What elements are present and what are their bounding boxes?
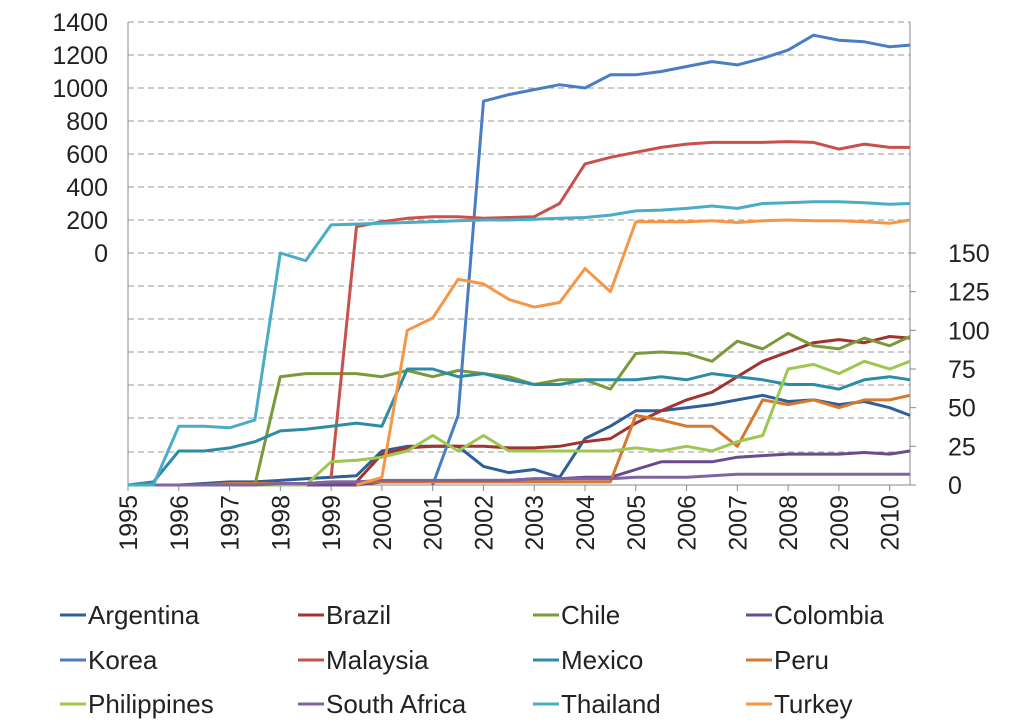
y2-tick-label: 150 xyxy=(948,240,990,268)
legend-label: Malaysia xyxy=(326,645,429,675)
y-tick-label: 200 xyxy=(66,207,108,235)
y-tick-label: 1000 xyxy=(52,75,108,103)
series-line xyxy=(128,335,911,487)
x-tick-label: 2004 xyxy=(572,495,600,551)
x-tick-label: 2006 xyxy=(674,495,702,551)
legend-label: Turkey xyxy=(774,689,853,719)
x-tick-label: 2009 xyxy=(826,495,854,551)
y-tick-label: 400 xyxy=(66,174,108,202)
legend-label: Philippines xyxy=(88,689,214,719)
series-line xyxy=(128,472,910,487)
x-tick-label: 2007 xyxy=(724,495,752,551)
y2-tick-label: 50 xyxy=(948,395,976,423)
legend-label: Thailand xyxy=(561,689,661,719)
y-tick-label: 1200 xyxy=(52,42,108,70)
legend-label: Korea xyxy=(88,645,158,675)
x-tick-label: 1998 xyxy=(267,495,295,551)
series-line xyxy=(329,140,910,478)
series-line xyxy=(356,218,911,487)
legend-label: Colombia xyxy=(774,600,884,630)
y-tick-label: 0 xyxy=(94,240,108,268)
x-tick-label: 1999 xyxy=(318,495,346,551)
x-tick-label: 2002 xyxy=(470,495,498,551)
legend-label: Argentina xyxy=(88,600,200,630)
y-tick-label: 1400 xyxy=(52,9,108,37)
y2-tick-label: 25 xyxy=(948,433,976,461)
y-tick-label: 800 xyxy=(66,108,108,136)
x-tick-label: 2005 xyxy=(623,495,651,551)
x-tick-label: 2000 xyxy=(369,495,397,551)
x-tick-label: 1997 xyxy=(217,495,245,551)
legend-label: Brazil xyxy=(326,600,391,630)
x-tick-label: 1996 xyxy=(166,495,194,551)
x-tick-label: 2010 xyxy=(877,495,905,551)
legend-label: Chile xyxy=(561,600,620,630)
y2-tick-label: 100 xyxy=(948,317,990,345)
x-tick-label: 2001 xyxy=(420,495,448,551)
y2-tick-label: 125 xyxy=(948,279,990,307)
x-tick-label: 2008 xyxy=(775,495,803,551)
y-tick-label: 600 xyxy=(66,141,108,169)
series-line xyxy=(127,367,911,487)
legend-label: Peru xyxy=(774,645,829,675)
legend-label: Mexico xyxy=(561,645,643,675)
series-line xyxy=(128,393,911,487)
series-line xyxy=(128,331,911,487)
series-line xyxy=(431,33,911,486)
y2-tick-label: 75 xyxy=(948,356,976,384)
x-tick-label: 2003 xyxy=(521,495,549,551)
y2-tick-label: 0 xyxy=(948,472,962,500)
legend-label: South Africa xyxy=(326,689,467,719)
x-tick-label: 1995 xyxy=(115,495,143,551)
series-line xyxy=(128,200,911,487)
